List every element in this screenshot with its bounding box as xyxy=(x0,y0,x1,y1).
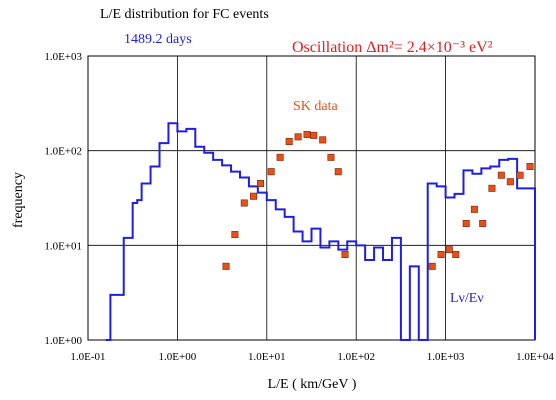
sk-data-point xyxy=(497,171,505,179)
y-tick-labels: 1.0E+00 1.0E+01 1.0E+02 1.0E+03 xyxy=(44,51,82,347)
y-tick-label: 1.0E+03 xyxy=(44,51,82,63)
x-tick-label: 1.0E+00 xyxy=(159,351,197,363)
y-axis-label: frequency xyxy=(11,172,26,228)
sk-data-point xyxy=(526,163,534,171)
mc-series-label: Lν/Eν xyxy=(450,291,484,306)
sk-data-point xyxy=(341,251,349,259)
sk-data-point xyxy=(285,137,293,145)
sk-data-point xyxy=(276,153,284,161)
y-tick-label: 1.0E+01 xyxy=(44,240,82,252)
mc-histogram xyxy=(105,122,536,341)
sk-data-point xyxy=(310,131,318,139)
sk-data-point xyxy=(240,199,248,207)
x-tick-label: 1.0E-01 xyxy=(70,351,105,363)
sk-data-point xyxy=(319,136,327,144)
grid-lines xyxy=(88,56,535,340)
sk-data-point xyxy=(256,179,264,187)
sk-data-point xyxy=(294,133,302,141)
sk-data-point xyxy=(327,153,335,161)
sk-data-point xyxy=(516,171,524,179)
y-tick-label: 1.0E+00 xyxy=(44,335,82,347)
sk-data-point xyxy=(445,246,453,254)
sk-data-point xyxy=(250,192,258,200)
x-tick-label: 1.0E+02 xyxy=(337,351,375,363)
sk-data-point xyxy=(462,220,470,228)
sk-data-point xyxy=(334,168,342,176)
sk-data-point xyxy=(452,251,460,259)
sk-data-point xyxy=(488,184,496,192)
y-tick-label: 1.0E+02 xyxy=(44,146,82,158)
plot-frame xyxy=(87,55,536,341)
sk-data-point xyxy=(506,178,514,186)
x-tick-label: 1.0E+03 xyxy=(427,351,465,363)
sk-data-points xyxy=(222,131,534,270)
sk-data-point xyxy=(479,220,487,228)
sk-data-point xyxy=(231,231,239,239)
sk-data-point xyxy=(470,205,478,213)
sk-data-point xyxy=(267,168,275,176)
x-tick-label: 1.0E+01 xyxy=(248,351,286,363)
sk-data-point xyxy=(222,262,230,270)
x-axis-label: L/E ( km/GeV ) xyxy=(268,377,357,392)
days-subtitle: 1489.2 days xyxy=(124,32,192,47)
sk-data-point xyxy=(428,262,436,270)
sk-data-label: SK data xyxy=(293,99,339,114)
oscillation-annotation: Oscillation Δm²= 2.4×10⁻³ eV² xyxy=(292,39,493,56)
chart-title: L/E distribution for FC events xyxy=(100,7,269,22)
sk-data-point xyxy=(437,251,445,259)
mc-histogram-line xyxy=(105,122,536,341)
plot-area xyxy=(87,55,536,341)
x-tick-label: 1.0E+04 xyxy=(516,351,554,363)
x-tick-labels: 1.0E-01 1.0E+00 1.0E+01 1.0E+02 1.0E+03 1.0E+… xyxy=(70,351,554,363)
sk-data-point xyxy=(303,131,311,139)
